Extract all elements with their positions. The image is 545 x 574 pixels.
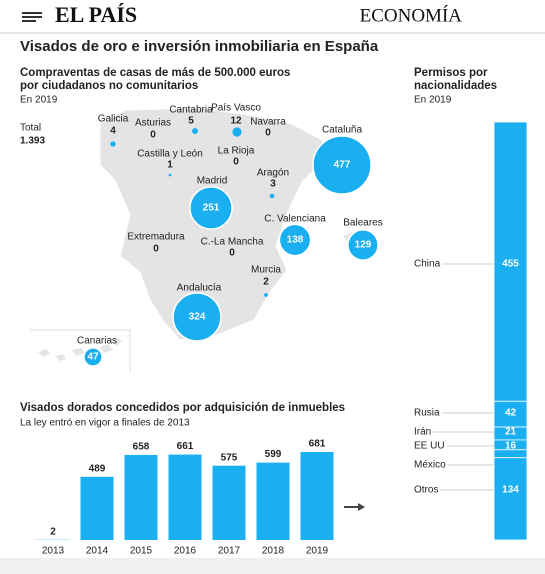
region-name: Cataluña [322, 125, 362, 136]
bubble-value: 47 [87, 352, 99, 363]
stack-value: 455 [502, 259, 519, 270]
x-tick-label: 2017 [218, 546, 241, 557]
stack-label: Otros [414, 485, 438, 496]
bubble [312, 135, 372, 195]
bar [256, 462, 290, 540]
bubble [172, 292, 222, 342]
x-tick-label: 2019 [306, 546, 329, 557]
stack-label: Irán [414, 427, 431, 438]
stack-segment [493, 449, 528, 459]
logo[interactable]: EL PAÍS [55, 2, 137, 27]
bar-subtitle: La ley entró en vigor a finales de 2013 [20, 418, 190, 429]
bar-value: 681 [309, 439, 326, 450]
region-name: Madrid [197, 176, 228, 187]
map-canarias [38, 338, 122, 361]
menu-icon[interactable] [22, 12, 42, 22]
bar-value: 489 [89, 463, 106, 474]
region-name: Asturias [135, 118, 171, 129]
region-value: 0 [153, 244, 159, 255]
region-value: 12 [230, 116, 242, 127]
region-value: 5 [188, 116, 194, 127]
total-value: 1.393 [20, 136, 45, 147]
region-value: 0 [150, 130, 156, 141]
bar-value: 661 [177, 441, 194, 452]
region-name: Murcia [251, 265, 281, 276]
stack-label: Rusia [414, 408, 440, 419]
section[interactable]: ECONOMÍA [360, 4, 463, 26]
bar-value: 658 [133, 442, 150, 453]
bubble [347, 229, 379, 261]
region-name: Extremadura [127, 232, 185, 243]
stack-label: China [414, 259, 441, 270]
stack-label: EE UU [414, 441, 445, 452]
stack-value: 16 [505, 441, 517, 452]
x-tick-label: 2015 [130, 546, 153, 557]
region-value: 4 [110, 126, 116, 137]
bar-title: Visados dorados concedidos por adquisici… [20, 402, 345, 414]
region-value: 1 [167, 160, 173, 171]
bubble [269, 193, 275, 199]
stack-segment [493, 400, 528, 428]
bubble-value: 251 [203, 203, 220, 214]
bar [168, 454, 202, 540]
region-value: 0 [229, 248, 235, 259]
bar-value: 599 [265, 449, 282, 460]
bar [212, 465, 246, 540]
stack-segment [493, 121, 528, 402]
bubble [232, 127, 242, 137]
region-value: 0 [265, 128, 271, 139]
bubble [110, 141, 116, 147]
bar-value: 2 [50, 526, 56, 537]
bar-value: 575 [221, 452, 238, 463]
x-tick-label: 2016 [174, 546, 197, 557]
stack-label: México [414, 460, 446, 471]
footer-strip [0, 558, 545, 574]
bubble [192, 128, 198, 134]
stack-segment [493, 457, 528, 541]
bar [124, 454, 158, 540]
x-tick-label: 2018 [262, 546, 285, 557]
stack-subtitle: En 2019 [414, 95, 452, 106]
x-tick-label: 2013 [42, 546, 65, 557]
stack-value: 134 [502, 485, 519, 496]
region-value: 2 [263, 277, 269, 288]
region-name: C.-La Mancha [201, 237, 264, 248]
map-subtitle: En 2019 [20, 95, 58, 106]
region-name: País Vasco [211, 103, 261, 114]
region-name: Canarias [77, 336, 117, 347]
bubble-value: 324 [189, 312, 206, 323]
region-name: Cantabria [169, 105, 213, 116]
bar [300, 452, 334, 540]
canarias-frame [30, 329, 131, 372]
bubble [189, 186, 233, 230]
stack-value: 42 [505, 408, 517, 419]
main-title: Visados de oro e inversión inmobiliaria … [20, 38, 379, 55]
bubble [278, 223, 312, 257]
stack-value: 21 [505, 427, 517, 438]
region-name: La Rioja [218, 146, 255, 157]
region-name: Andalucía [177, 283, 222, 294]
bubble-value: 138 [287, 235, 304, 246]
bubble-value: 477 [334, 160, 351, 171]
bubble-value: 129 [355, 240, 372, 251]
region-name: Castilla y León [137, 149, 203, 160]
map-title: Compraventas de casas de más de 500.000 … [20, 67, 291, 92]
stack-title: Permisos por nacionalidades [414, 67, 498, 92]
bar [80, 476, 114, 540]
bubble [264, 293, 268, 297]
bubble [83, 347, 103, 367]
total-label: Total [20, 123, 41, 134]
region-name: Baleares [343, 218, 382, 229]
region-value: 3 [270, 179, 276, 190]
region-name: C. Valenciana [264, 214, 326, 225]
bubble [168, 173, 172, 177]
region-name: Aragón [257, 168, 289, 179]
region-value: 0 [233, 157, 239, 168]
region-name: Galicia [98, 114, 129, 125]
arrow [344, 503, 365, 511]
region-name: Navarra [250, 117, 286, 128]
x-tick-label: 2014 [86, 546, 109, 557]
